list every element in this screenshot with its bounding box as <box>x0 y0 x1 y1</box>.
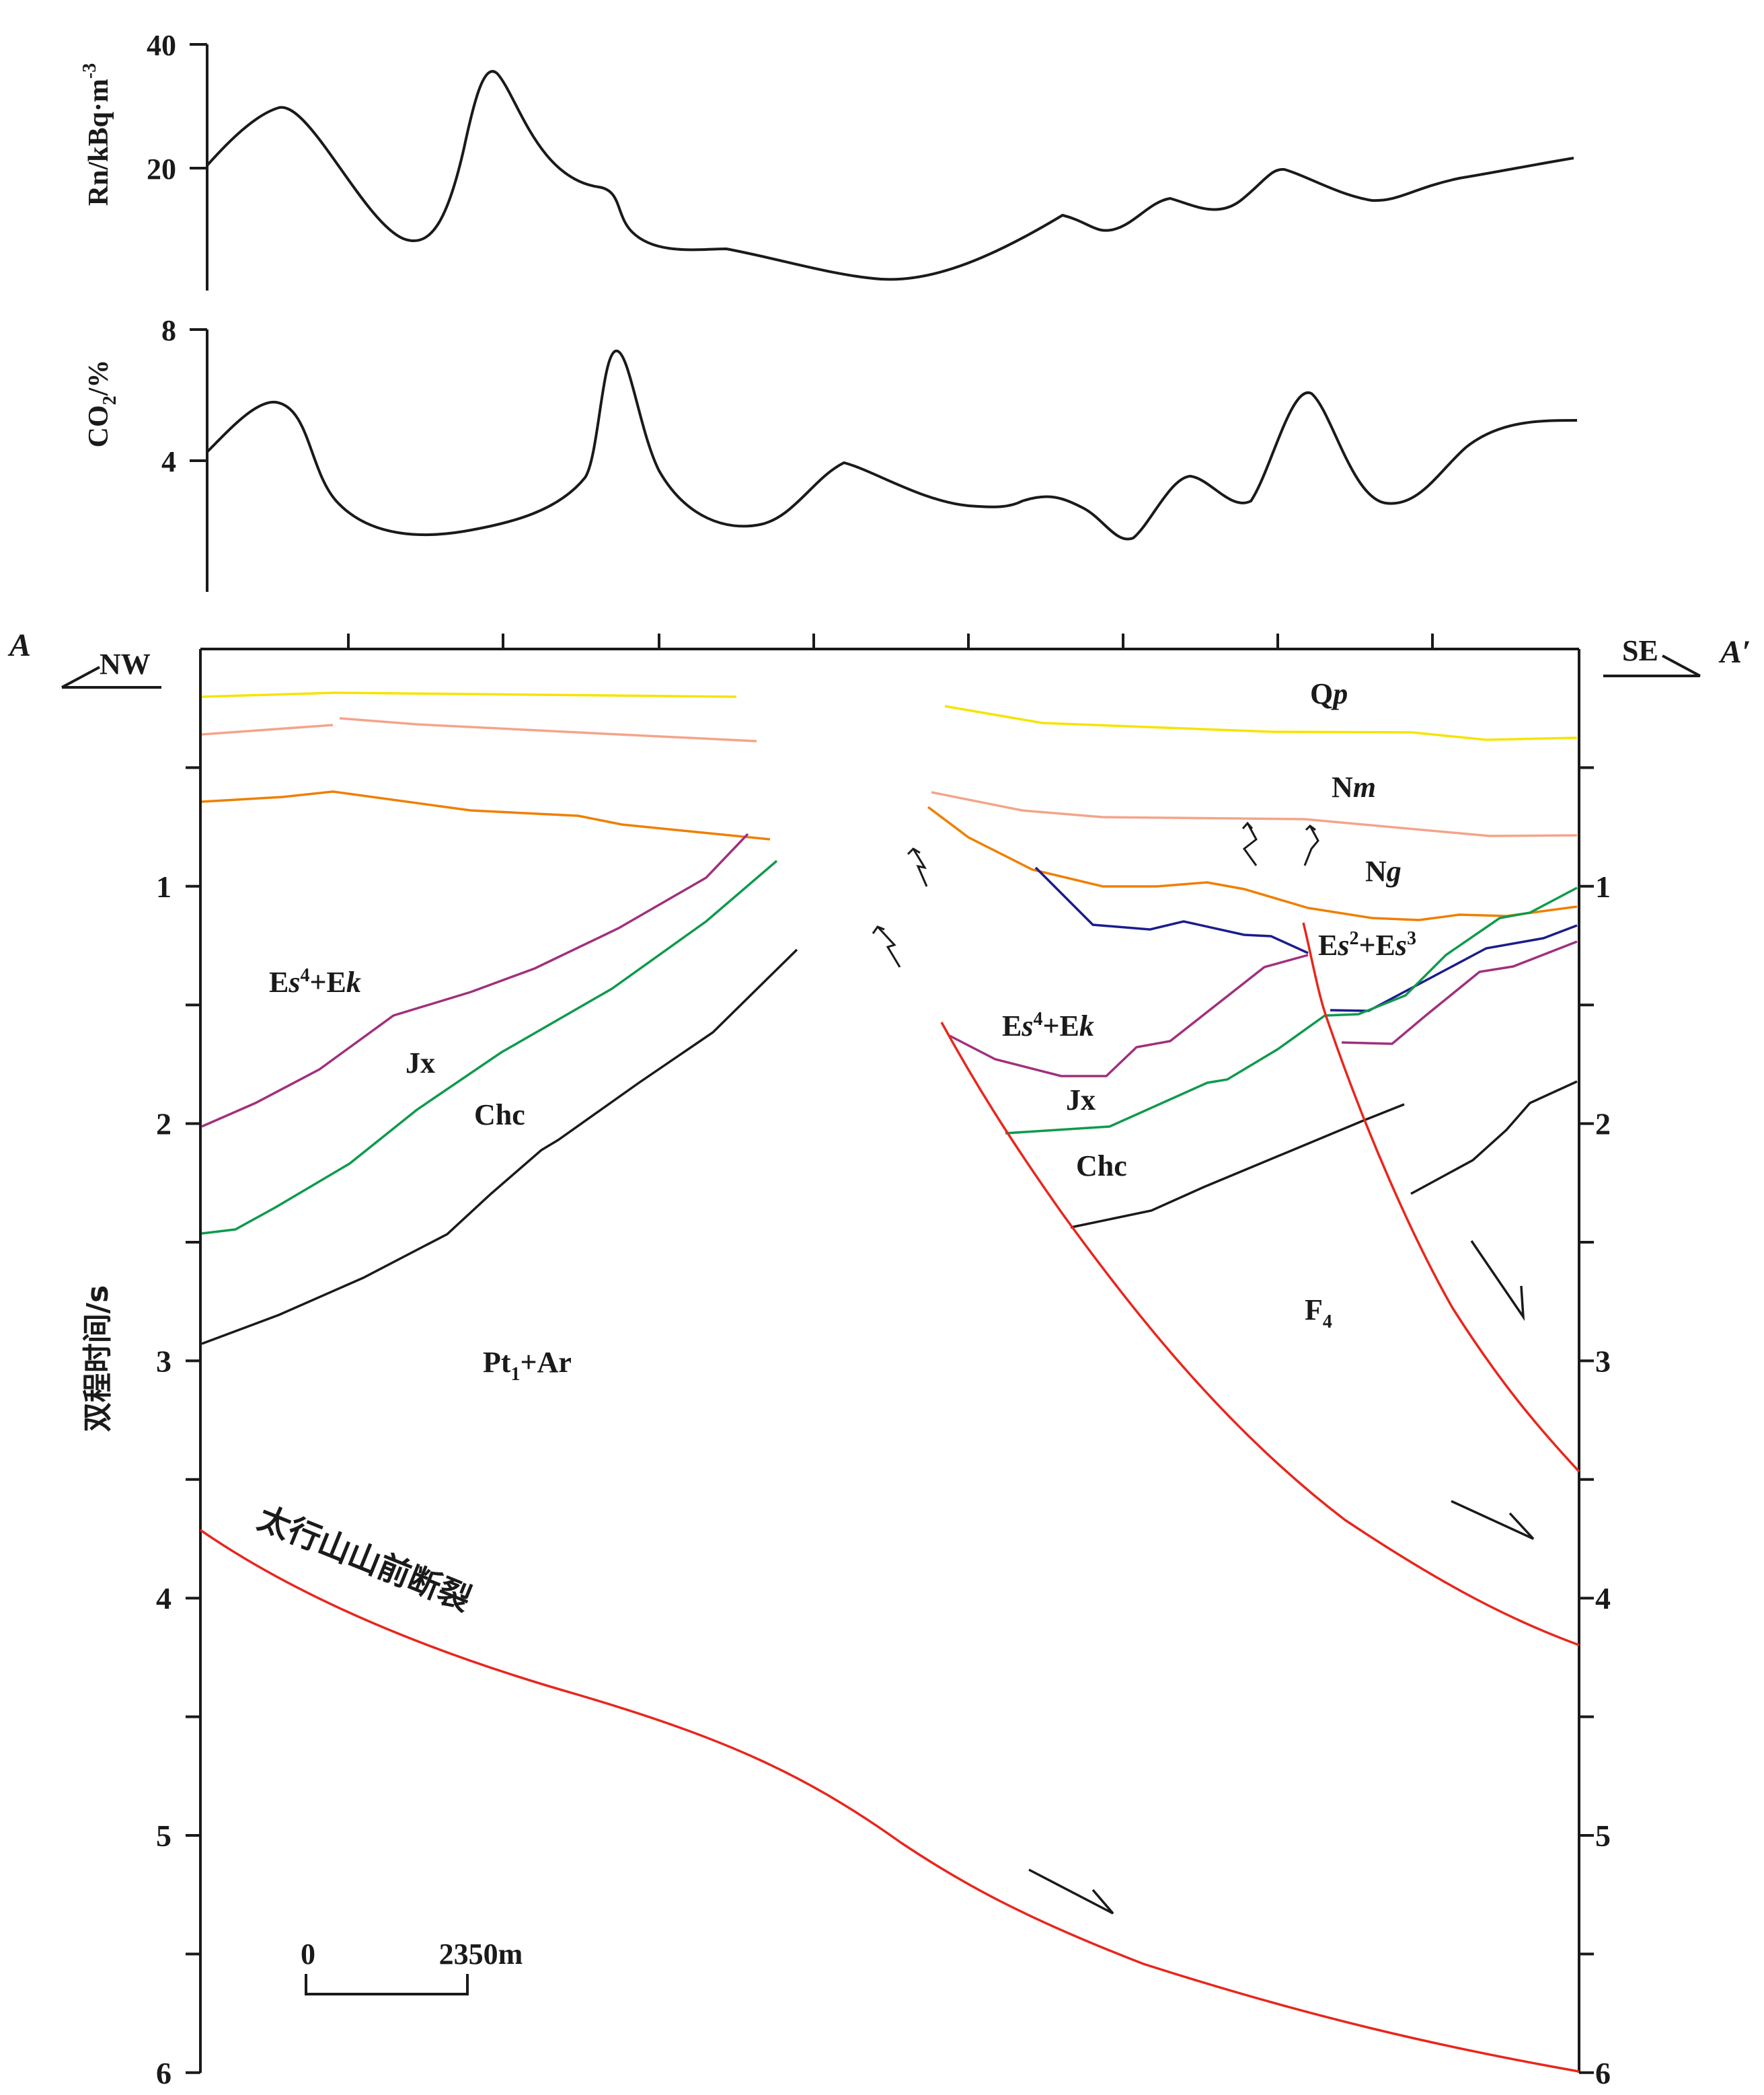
rn-y-axis-label: Rn/kBq·m-3 <box>79 63 114 206</box>
faults <box>200 922 1580 2073</box>
right-fault-motion-arrow-icon <box>1470 1240 1525 1322</box>
migration-arrowhead-2-icon <box>872 925 885 934</box>
unit-es4-ek-left-label: Es4+Ek <box>269 965 361 999</box>
unit-pt1-ar-label: Pt1+Ar <box>483 1346 572 1385</box>
main-fault-motion-arrow-icon <box>1028 1868 1114 1915</box>
jx-horizon-left <box>201 860 778 1235</box>
nm-horizon-left-a <box>201 724 334 736</box>
section-end-markers: A NW SE A′ <box>7 627 1751 689</box>
chc-horizon-right <box>1070 1103 1405 1229</box>
migration-squiggle-2-icon <box>876 925 901 968</box>
section-frame: 1 2 3 4 5 6 1 2 3 4 5 6 双程时间/s <box>81 634 1611 2090</box>
migration-squiggle-4-icon <box>1303 825 1319 866</box>
co2-y-axis-label: CO2/% <box>83 360 120 448</box>
left-time-tick-label: 2 <box>156 1107 171 1141</box>
rn-curve <box>206 70 1574 281</box>
co2-tick-label-4: 4 <box>161 445 176 478</box>
fault-motion-arrows <box>1028 1240 1535 1915</box>
ng-horizon-right <box>927 806 1578 921</box>
section-end-right-label: A′ <box>1718 634 1751 670</box>
es4-horizon-right-b <box>1341 940 1578 1045</box>
es-blue-horizon-right-b <box>1330 924 1578 1012</box>
migration-arrowhead-1-icon <box>907 847 921 855</box>
migration-squiggle-3-icon <box>1242 823 1258 866</box>
nw-direction-arrow-icon <box>61 666 100 689</box>
top-distance-ticks <box>347 634 1434 649</box>
left-time-tick-label: 6 <box>156 2056 171 2090</box>
rn-tick-label-40: 40 <box>147 29 176 62</box>
right-time-ticks: 1 2 3 4 5 6 <box>1579 766 1611 2090</box>
gas-migration-symbols <box>872 821 1319 968</box>
es-blue-horizon-right-a <box>1034 866 1309 954</box>
direction-nw-label: NW <box>100 648 151 681</box>
es4-horizon-right-a <box>949 954 1309 1077</box>
rn-tick-label-20: 20 <box>147 153 176 186</box>
unit-chc-left-label: Chc <box>474 1098 525 1131</box>
chc-horizon-right-b <box>1410 1080 1578 1195</box>
co2-curve <box>206 349 1578 541</box>
unit-es2-es3-label: Es2+Es3 <box>1318 928 1416 962</box>
co2-tick-label-8: 8 <box>161 314 176 347</box>
scale-bar-length-label: 2350m <box>439 1938 523 1971</box>
jx-horizon-right <box>1005 886 1578 1135</box>
unit-ng-label: Ng <box>1365 855 1402 888</box>
ng-horizon-left <box>201 790 771 841</box>
unit-nm-label: Nm <box>1332 771 1376 804</box>
right-time-tick-label: 3 <box>1595 1344 1611 1378</box>
taihang-piedmont-fault <box>200 1529 1580 2073</box>
es4-horizon-left <box>201 833 749 1128</box>
f4-fault <box>940 1022 1580 1646</box>
right-time-tick-label: 4 <box>1595 1581 1611 1615</box>
nm-horizon-left-b <box>339 717 757 742</box>
f4-motion-arrow-icon <box>1451 1500 1535 1540</box>
scale-bar-line <box>305 1974 469 1995</box>
migration-arrowhead-3-icon <box>1241 821 1254 829</box>
right-fault <box>1302 922 1580 1473</box>
se-direction-arrow-icon <box>1662 654 1701 677</box>
two-way-time-label: 双程时间/s <box>81 1285 115 1432</box>
direction-se-label: SE <box>1622 634 1658 667</box>
section-end-left-label: A <box>7 627 31 663</box>
qp-horizon-right <box>944 705 1578 741</box>
right-time-tick-label: 1 <box>1595 870 1611 904</box>
left-time-tick-label: 1 <box>156 870 171 904</box>
scale-bar: 0 2350m <box>301 1938 523 1995</box>
co2-panel: 8 4 CO2/% <box>83 314 1578 592</box>
right-time-tick-label: 5 <box>1595 1819 1611 1853</box>
unit-es4-ek-right-label: Es4+Ek <box>1002 1009 1094 1042</box>
unit-qp-label: Qp <box>1310 677 1348 710</box>
unit-jx-left-label: Jx <box>406 1046 435 1079</box>
chc-horizon-left <box>201 948 798 1345</box>
migration-arrowhead-4-icon <box>1305 825 1316 831</box>
right-time-tick-label: 2 <box>1595 1107 1611 1141</box>
rn-panel: 40 20 Rn/kBq·m-3 <box>79 29 1574 291</box>
unit-jx-right-label: Jx <box>1066 1083 1096 1116</box>
migration-squiggle-1-icon <box>912 848 928 887</box>
right-time-tick-label: 6 <box>1595 2056 1611 2090</box>
scale-bar-zero-label: 0 <box>301 1938 315 1971</box>
horizons-left-block <box>201 691 798 1345</box>
qp-horizon-left <box>201 691 737 698</box>
left-time-tick-label: 5 <box>156 1819 171 1853</box>
unit-chc-right-label: Chc <box>1076 1149 1127 1182</box>
horizons-right-block <box>927 705 1578 1229</box>
left-time-tick-label: 4 <box>156 1581 171 1615</box>
taihang-fault-label: 太行山山前断裂 <box>253 1499 477 1619</box>
left-time-tick-label: 3 <box>156 1344 171 1378</box>
nm-horizon-right <box>931 791 1578 837</box>
left-time-ticks: 1 2 3 4 5 6 <box>156 766 200 2090</box>
fault-f4-label: F4 <box>1305 1293 1332 1332</box>
